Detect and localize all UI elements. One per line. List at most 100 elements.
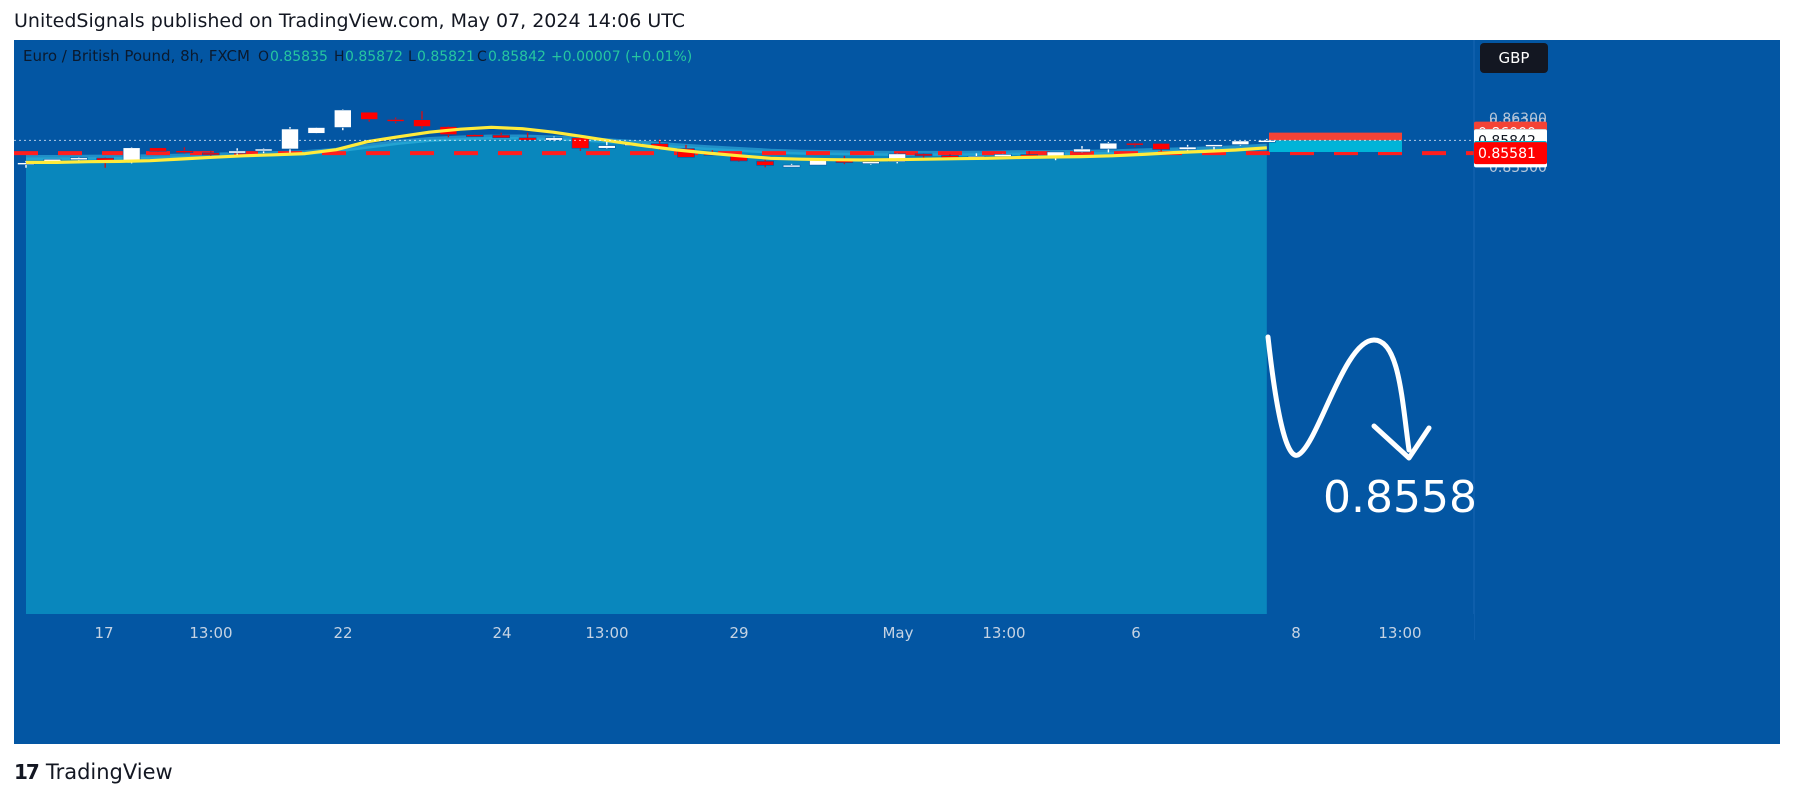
candle xyxy=(782,163,801,168)
candle xyxy=(202,150,220,157)
ohlc-close: 0.85842 xyxy=(488,49,546,65)
ohlc-readout: O 0.85835 H 0.85872 L 0.85821 C 0.85842 … xyxy=(258,49,692,65)
candle xyxy=(1099,141,1118,153)
candle-body-bull xyxy=(1258,140,1276,143)
candle-body-bull xyxy=(545,137,563,141)
candle-body-bull xyxy=(281,128,299,150)
candle xyxy=(254,148,273,154)
candle-body-bull xyxy=(1073,148,1091,153)
candle xyxy=(149,147,167,152)
time-tick-label: 13:00 xyxy=(189,624,232,642)
time-axis-background xyxy=(14,614,1474,640)
candle xyxy=(69,157,88,161)
ohlc-high: 0.85872 xyxy=(345,49,403,65)
time-tick-label: 22 xyxy=(333,624,352,642)
candle xyxy=(360,111,379,122)
candle xyxy=(1152,143,1170,154)
candle-body-bull xyxy=(1205,144,1223,147)
tradingview-logo-icon[interactable]: 17 xyxy=(14,760,40,784)
projection-path xyxy=(1265,334,1412,458)
candle-body-bull xyxy=(122,147,141,162)
ohlc-change: +0.00007 (+0.01%) xyxy=(551,49,692,65)
candle-body-bull xyxy=(861,161,880,164)
trade-zone xyxy=(1265,132,1432,461)
projection-arrow-icon xyxy=(1371,423,1432,461)
candle-body-bear xyxy=(1126,142,1144,146)
price-tag-support: 0.85581 xyxy=(1474,142,1547,165)
ohlc-close-label: C xyxy=(477,49,487,65)
currency-button-label[interactable]: GBP xyxy=(1499,49,1530,67)
candle-body-bear xyxy=(914,153,933,157)
candle-body-bear xyxy=(756,160,775,166)
candle-body-bear xyxy=(518,137,537,141)
candle-body-bull xyxy=(254,148,273,152)
currency-button[interactable]: GBP xyxy=(1480,43,1548,73)
ema-slow-band xyxy=(26,134,1267,614)
target-annotation: 0.8558 xyxy=(1323,472,1477,523)
candle xyxy=(307,127,326,134)
time-tick-label: 13:00 xyxy=(1378,624,1421,642)
candle-body-bear xyxy=(465,134,484,137)
candlestick-chart[interactable]: 0.863000.862000.861000.857000.855000.854… xyxy=(14,40,1780,744)
candle-body-bear xyxy=(360,111,379,120)
candle-body-bear xyxy=(1152,143,1170,150)
ohlc-high-label: H xyxy=(334,49,345,65)
candle xyxy=(175,147,194,154)
candle xyxy=(465,134,484,137)
candle-body-bear xyxy=(149,147,167,152)
candle-body-bear xyxy=(413,119,431,127)
candle-body-bull xyxy=(1099,142,1118,150)
candle xyxy=(386,117,405,124)
candle-body-bull xyxy=(228,150,246,154)
ohlc-open: 0.85835 xyxy=(270,49,328,65)
time-tick-label: 29 xyxy=(729,624,748,642)
time-axis[interactable]: 17 13:00 22 24 13:00 29 May 13:00 6 8 13:00 xyxy=(14,614,1474,642)
candle-body-bull xyxy=(782,164,801,168)
symbol-legend: Euro / British Pound, 8h, FXCM xyxy=(23,47,250,65)
price-tag-background xyxy=(1474,142,1547,165)
candle xyxy=(1178,144,1197,151)
stop-loss-zone xyxy=(1269,132,1402,141)
ohlc-open-label: O xyxy=(258,49,269,65)
candle xyxy=(1231,140,1250,146)
candle xyxy=(1073,146,1091,153)
footer: 17 TradingView xyxy=(14,760,173,784)
candle-body-bull xyxy=(307,127,326,134)
take-profit-zone xyxy=(1269,140,1402,153)
candle xyxy=(1258,138,1276,143)
candle xyxy=(492,132,511,139)
time-tick-label: 24 xyxy=(492,624,511,642)
candle-body-bull xyxy=(888,153,907,162)
candle-body-bear xyxy=(202,152,220,156)
time-tick-label: 13:00 xyxy=(585,624,628,642)
footer-brand[interactable]: TradingView xyxy=(45,760,173,784)
price-axis[interactable]: 0.863000.862000.861000.857000.855000.854… xyxy=(1473,40,1780,744)
ema-fast-line xyxy=(26,125,1267,165)
time-tick-label: 13:00 xyxy=(982,624,1025,642)
price-tag-label: 0.85581 xyxy=(1478,146,1536,162)
candle-body-bear xyxy=(386,119,405,122)
candle-body-bull xyxy=(1178,146,1197,150)
candle xyxy=(1205,144,1223,150)
candle-body-bull xyxy=(333,109,352,128)
ohlc-low-label: L xyxy=(408,49,416,65)
candle xyxy=(756,159,775,168)
candle xyxy=(413,111,431,129)
candle xyxy=(333,109,352,131)
chart-panel[interactable]: 0.863000.862000.861000.857000.855000.854… xyxy=(14,40,1780,744)
candle-body-bear xyxy=(492,134,511,139)
time-tick-label: 8 xyxy=(1291,624,1301,642)
candle-body-bull xyxy=(597,145,616,149)
ema-slow-area xyxy=(26,137,1267,614)
candle xyxy=(518,132,537,141)
ema-fast-polyline xyxy=(26,125,1267,165)
candle-body-bear xyxy=(571,137,590,149)
ohlc-low: 0.85821 xyxy=(417,49,475,65)
candle-body-bull xyxy=(1231,140,1250,145)
time-tick-label: May xyxy=(882,624,913,642)
candle-body-bear xyxy=(175,150,194,153)
candle xyxy=(861,161,880,165)
candle-body-bull xyxy=(69,157,88,161)
publisher-line: UnitedSignals published on TradingView.c… xyxy=(14,10,686,32)
time-tick-label: 6 xyxy=(1131,624,1141,642)
